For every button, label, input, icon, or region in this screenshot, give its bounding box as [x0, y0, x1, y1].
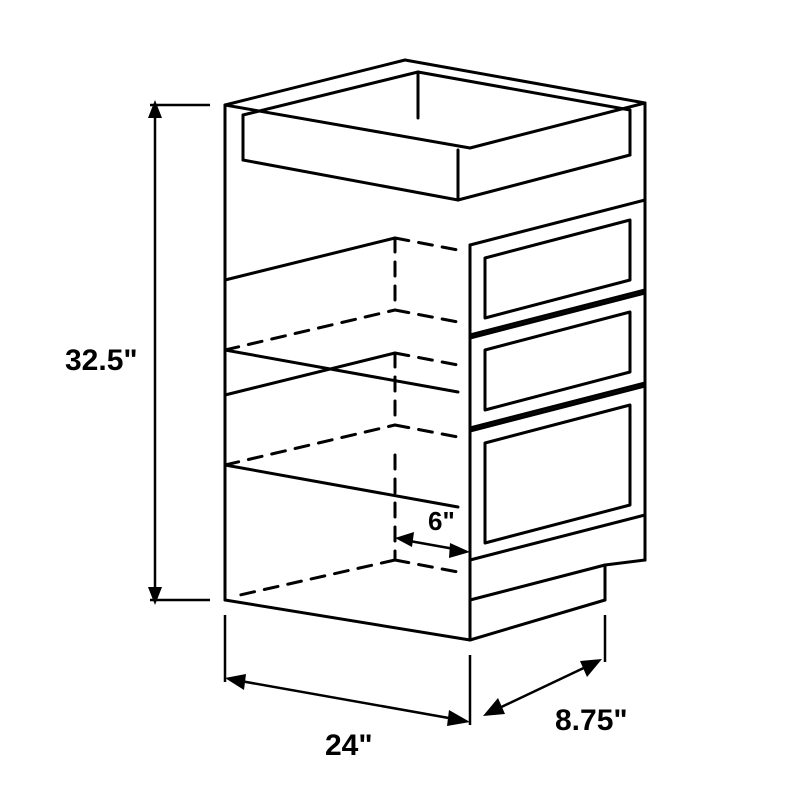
dim-depth-label: 24": [325, 729, 373, 762]
dim-width-label: 8.75": [555, 704, 628, 737]
dim-width: 8.75": [483, 615, 628, 737]
cabinet-diagram: 32.5" 24" 8.75" 6": [0, 0, 800, 800]
dim-height-label: 32.5": [65, 344, 138, 377]
dim-clearance-label: 6": [428, 506, 455, 536]
cabinet-body: [225, 60, 645, 640]
dim-height: 32.5": [65, 100, 210, 605]
dim-drawer-clearance: 6": [395, 506, 470, 558]
dim-depth: 24": [225, 615, 470, 762]
